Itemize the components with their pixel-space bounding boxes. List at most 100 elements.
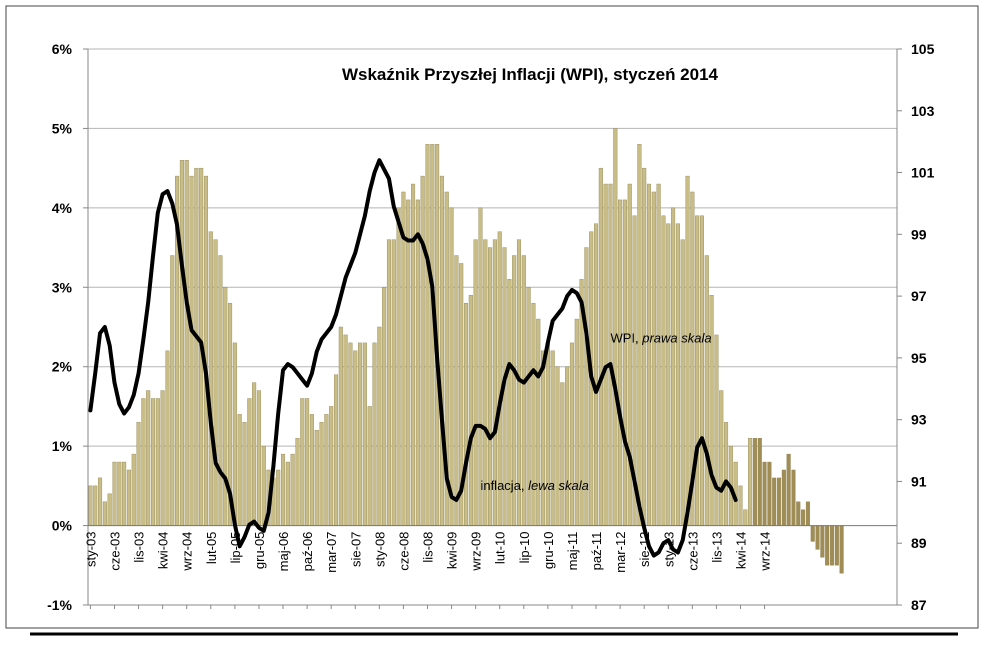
inflation-bar: [805, 501, 810, 526]
inflation-bar: [791, 469, 796, 526]
inflation-bar: [285, 461, 290, 526]
x-tick-label: gru-05: [252, 532, 267, 570]
inflation-bar: [131, 453, 136, 526]
inflation-bar: [411, 183, 416, 526]
inflation-bar: [574, 318, 579, 526]
x-tick-label: kwi-09: [445, 532, 460, 570]
inflation-bar: [102, 501, 107, 526]
left-tick-label: -1%: [47, 597, 72, 613]
inflation-bar: [569, 342, 574, 526]
inflation-bar: [165, 350, 170, 526]
inflation-bar: [112, 461, 117, 526]
inflation-bar: [834, 525, 839, 566]
x-tick-label: sty-13: [661, 532, 676, 567]
x-axis-ticks: sty-03 cze-03 lis-03 kwi-04 wrz-04 lut-05 lip-…: [83, 532, 773, 609]
inflation-bar: [242, 422, 247, 526]
inflation-bar: [372, 342, 377, 526]
inflation-bar: [155, 398, 160, 526]
chart-title: Wskaźnik Przyszłej Inflacji (WPI), stycz…: [342, 65, 719, 84]
right-tick-label: 93: [911, 412, 927, 428]
inflation-bar: [324, 414, 329, 526]
inflation-bar: [463, 302, 469, 526]
inflation-bar: [290, 453, 295, 526]
inflation-bar: [122, 461, 127, 526]
inflation-bar: [218, 255, 223, 526]
inflation-bar: [353, 350, 358, 526]
inflation-annotation-text: inflacja,: [480, 478, 528, 493]
inflation-bar: [281, 453, 286, 526]
left-tick-label: 2%: [52, 359, 73, 375]
inflation-bar: [305, 398, 310, 526]
inflation-bar: [622, 199, 627, 526]
x-tick-label: lip-05: [228, 532, 243, 564]
inflation-bar: [295, 438, 300, 526]
inflation-bar: [560, 382, 565, 526]
inflation-bar: [425, 144, 430, 526]
inflation-bar: [420, 175, 425, 526]
right-tick-label: 89: [911, 535, 927, 551]
inflation-bar: [107, 493, 112, 526]
inflation-bar: [256, 390, 261, 526]
inflation-bar: [719, 390, 724, 526]
inflation-bar: [656, 183, 661, 526]
left-tick-label: 3%: [52, 279, 73, 295]
right-axis-ticks: 87 89 91 93 95 97 99 101 103 105: [897, 41, 935, 613]
inflation-bar: [825, 525, 830, 566]
inflation-bar: [348, 342, 353, 526]
inflation-bar: [329, 406, 334, 526]
inflation-bar: [815, 525, 820, 550]
x-tick-label: mar-07: [324, 532, 339, 573]
left-axis-ticks: -1% 0% 1% 2% 3% 4% 5% 6%: [47, 41, 88, 613]
x-tick-label: gru-10: [541, 532, 556, 570]
wpi-annotation-text: WPI,: [610, 330, 642, 345]
inflation-bar: [184, 159, 189, 526]
inflation-bar: [439, 175, 444, 526]
inflation-bar: [714, 334, 719, 526]
inflation-bar: [150, 398, 156, 526]
inflation-bar: [252, 382, 257, 526]
x-tick-label: wrz-04: [180, 532, 195, 572]
inflation-bar: [603, 183, 608, 526]
left-tick-label: 5%: [52, 120, 73, 136]
wpi-annotation: WPI, prawa skala: [610, 330, 711, 345]
inflation-annotation: inflacja, lewa skala: [480, 478, 588, 493]
right-tick-label: 95: [911, 350, 927, 366]
inflation-bar: [642, 167, 647, 526]
inflation-bar: [757, 438, 762, 526]
x-tick-label: lut-05: [204, 532, 219, 565]
inflation-bar: [189, 175, 194, 526]
inflation-bar: [208, 231, 213, 526]
inflation-bar: [415, 199, 420, 526]
inflation-bar: [237, 414, 242, 526]
inflation-bar: [343, 334, 348, 526]
inflation-bar: [752, 438, 757, 526]
x-tick-label: lis-08: [420, 532, 435, 563]
right-tick-label: 97: [911, 288, 927, 304]
inflation-bar: [449, 207, 454, 526]
x-tick-label: sie-12: [637, 532, 652, 567]
inflation-bar: [536, 318, 541, 526]
inflation-bar: [98, 477, 103, 526]
inflation-bar: [141, 398, 146, 526]
inflation-bar: [704, 255, 709, 526]
inflation-bar: [675, 223, 680, 526]
inflation-bar: [627, 183, 632, 526]
inflation-bar: [136, 422, 141, 526]
inflation-bar: [776, 477, 782, 526]
inflation-bar: [454, 255, 459, 526]
inflation-bar: [146, 390, 151, 526]
inflation-bar: [598, 167, 603, 526]
x-tick-label: lis-13: [709, 532, 724, 563]
inflation-bar: [367, 406, 372, 526]
inflation-bar: [680, 239, 685, 526]
wpi-line-group: [88, 158, 738, 558]
inflation-bar: [743, 509, 748, 526]
inflation-bar: [541, 350, 546, 526]
inflation-bar: [406, 199, 411, 526]
inflation-bar: [362, 342, 367, 526]
x-tick-label: paź-06: [300, 532, 315, 572]
inflation-bar: [382, 287, 387, 526]
inflation-bar: [468, 295, 473, 526]
inflation-bar: [300, 398, 305, 526]
